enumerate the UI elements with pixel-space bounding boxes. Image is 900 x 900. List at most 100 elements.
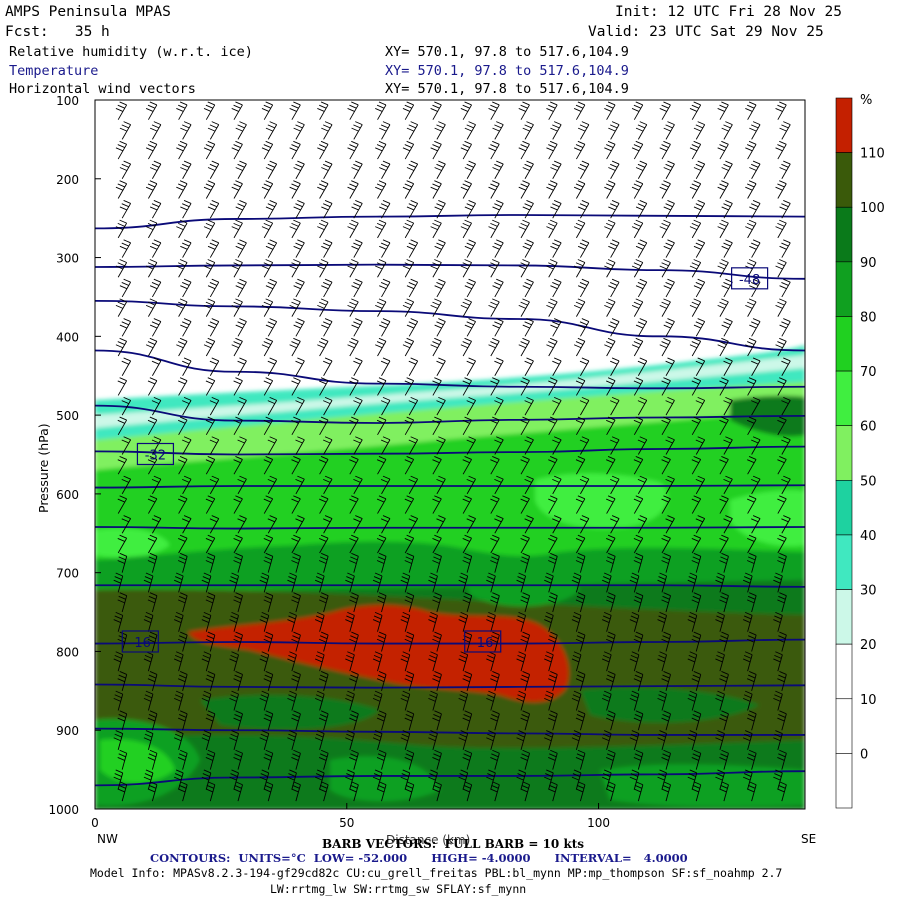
wind-barb bbox=[458, 651, 469, 672]
wind-barb bbox=[492, 160, 504, 180]
wind-barb bbox=[573, 219, 586, 239]
wind-barb bbox=[746, 749, 757, 770]
valid-time: Valid: 23 UTC Sat 29 Nov 25 bbox=[588, 24, 824, 40]
wind-barb bbox=[518, 140, 530, 160]
wind-barb bbox=[689, 101, 702, 120]
wind-barb bbox=[462, 377, 472, 396]
wind-barb bbox=[287, 572, 297, 593]
wind-barb bbox=[237, 396, 247, 416]
y-tick-label: 600 bbox=[56, 488, 79, 502]
wind-barb bbox=[349, 749, 359, 770]
wind-barb bbox=[552, 475, 562, 495]
wind-barb bbox=[173, 769, 184, 790]
wind-barb bbox=[263, 671, 274, 691]
wind-barb bbox=[349, 710, 359, 731]
wind-barb bbox=[372, 769, 383, 790]
wind-barb bbox=[117, 710, 128, 731]
wind-barb bbox=[691, 781, 702, 802]
wind-barb bbox=[723, 436, 733, 455]
x-tick-label: 50 bbox=[339, 816, 354, 830]
wind-barb bbox=[235, 200, 247, 219]
wind-barb bbox=[432, 495, 442, 514]
wind-barb bbox=[548, 671, 558, 691]
wind-barb bbox=[747, 416, 757, 436]
wind-barb bbox=[751, 357, 761, 376]
wind-barb bbox=[353, 396, 363, 416]
wind-barb bbox=[610, 396, 620, 416]
wind-barb bbox=[742, 769, 753, 790]
wind-barb bbox=[237, 436, 247, 455]
colorbar-tick-label: 30 bbox=[860, 584, 877, 599]
wind-barb bbox=[287, 651, 297, 672]
wind-barb bbox=[117, 416, 128, 436]
wind-barb bbox=[293, 239, 305, 258]
wind-barb bbox=[488, 219, 500, 239]
wind-barb bbox=[781, 475, 791, 495]
wind-barb bbox=[775, 101, 787, 120]
wind-barb bbox=[633, 710, 644, 731]
wind-barb bbox=[205, 495, 216, 514]
plot-title: AMPS Peninsula MPAS bbox=[5, 4, 171, 20]
colorbar-tick-label: 20 bbox=[860, 638, 877, 653]
rh-pocket-light-2 bbox=[730, 490, 805, 547]
wind-barb bbox=[492, 121, 504, 140]
wind-barb bbox=[490, 592, 500, 613]
wind-barb bbox=[691, 749, 702, 770]
wind-barb bbox=[404, 749, 415, 770]
wind-barb bbox=[205, 552, 216, 573]
wind-barb bbox=[659, 337, 671, 357]
wind-barb bbox=[657, 651, 667, 672]
wind-barb bbox=[291, 456, 301, 475]
wind-barb bbox=[464, 200, 476, 219]
wind-barb bbox=[229, 690, 239, 711]
wind-barb bbox=[432, 377, 442, 396]
wind-barb bbox=[380, 436, 391, 455]
colorbar-tick-label: 0 bbox=[860, 747, 868, 762]
wind-barb bbox=[113, 690, 124, 711]
wind-barb bbox=[571, 651, 582, 672]
wind-barb bbox=[715, 572, 725, 593]
wind-barb bbox=[318, 592, 329, 613]
wind-barb bbox=[261, 219, 274, 239]
wind-barb bbox=[520, 631, 530, 652]
wind-barb bbox=[432, 749, 442, 770]
wind-barb bbox=[180, 278, 192, 298]
wind-barb bbox=[486, 730, 496, 751]
wind-barb bbox=[182, 515, 192, 534]
wind-barb bbox=[745, 101, 757, 120]
wind-barb bbox=[345, 730, 355, 751]
wind-barb bbox=[263, 631, 274, 652]
wind-barb bbox=[323, 475, 333, 495]
wind-barb bbox=[379, 200, 391, 219]
wind-barb bbox=[201, 769, 212, 790]
wind-barb bbox=[143, 690, 154, 711]
wind-barb bbox=[176, 259, 188, 278]
wind-barb bbox=[693, 278, 706, 298]
wind-barb bbox=[633, 552, 644, 573]
wind-barb bbox=[347, 140, 359, 160]
wind-barb bbox=[637, 475, 648, 495]
wind-barb bbox=[579, 436, 590, 455]
wind-barb bbox=[147, 631, 158, 652]
wind-barb bbox=[173, 690, 184, 711]
wind-barb bbox=[289, 219, 301, 239]
wind-barb bbox=[460, 259, 472, 278]
wind-barb bbox=[779, 160, 791, 180]
wind-barb bbox=[203, 298, 216, 317]
wind-barb bbox=[151, 475, 162, 495]
wind-barb bbox=[432, 710, 442, 731]
wind-barb bbox=[259, 730, 270, 751]
wind-barb bbox=[319, 416, 329, 436]
wind-barb bbox=[147, 416, 158, 436]
wind-barb bbox=[520, 671, 530, 691]
wind-barb bbox=[723, 396, 733, 416]
wind-barb bbox=[458, 690, 469, 711]
wind-barb bbox=[522, 121, 534, 140]
wind-barb bbox=[777, 631, 787, 652]
wind-barb bbox=[404, 781, 415, 802]
wind-barb bbox=[742, 651, 753, 672]
wind-barb bbox=[434, 239, 446, 258]
wind-barb bbox=[522, 239, 534, 258]
wind-barb bbox=[289, 337, 301, 357]
wind-barb bbox=[117, 377, 128, 396]
